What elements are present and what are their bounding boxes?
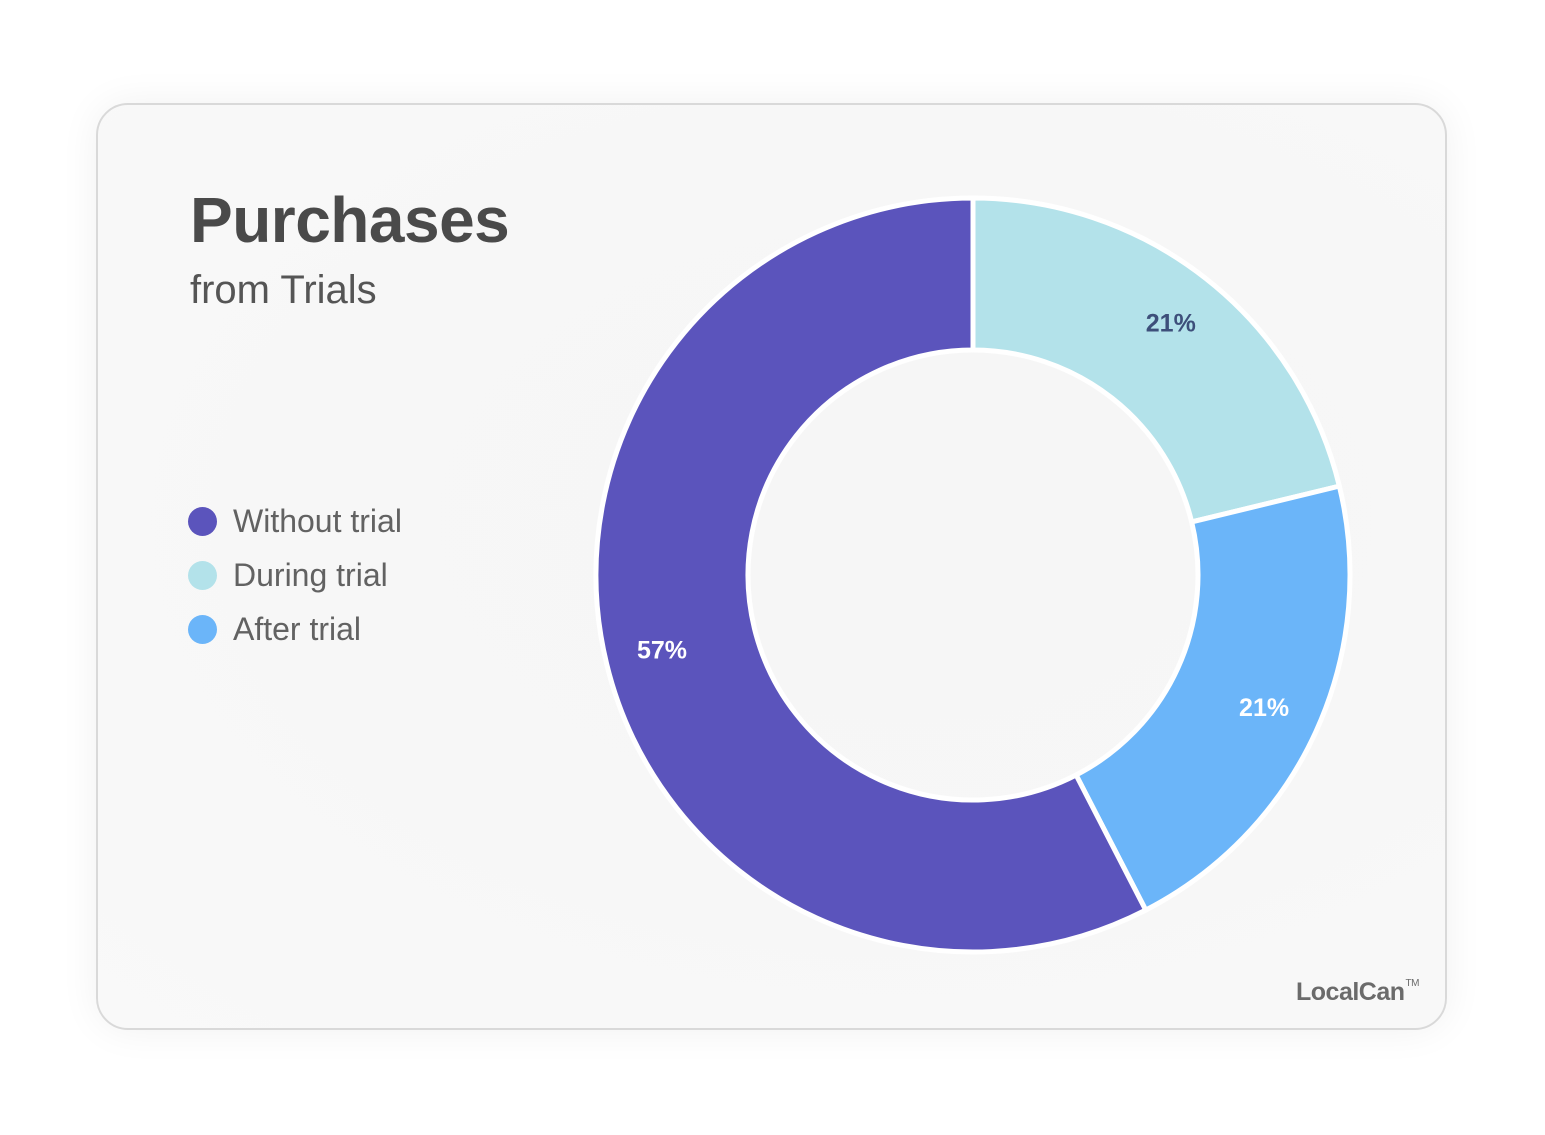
slice-label-after-trial: 21% [1239, 694, 1289, 722]
legend-swatch [188, 506, 217, 536]
legend: Without trial During trial After trial [188, 494, 402, 656]
trademark-mark: TM [1405, 978, 1420, 989]
slice-label-without-trial: 57% [637, 636, 687, 664]
legend-swatch [188, 614, 217, 644]
legend-item-during-trial: During trial [188, 548, 402, 602]
legend-label: During trial [233, 556, 388, 593]
legend-swatch [188, 560, 217, 590]
legend-label: After trial [233, 610, 362, 647]
legend-item-after-trial: After trial [188, 602, 402, 656]
donut-slice-after-trial [1073, 483, 1353, 913]
legend-item-without-trial: Without trial [188, 494, 402, 548]
brand-logo: LocalCanTM [1296, 978, 1420, 1007]
donut-slice-during-trial [970, 195, 1342, 525]
donut-slice-without-trial [593, 195, 1149, 955]
legend-label: Without trial [233, 502, 402, 539]
chart-title: Purchases [190, 184, 510, 256]
brand-name: LocalCan [1296, 978, 1405, 1006]
chart-subtitle: from Trials [190, 268, 377, 312]
slice-label-during-trial: 21% [1146, 309, 1196, 337]
